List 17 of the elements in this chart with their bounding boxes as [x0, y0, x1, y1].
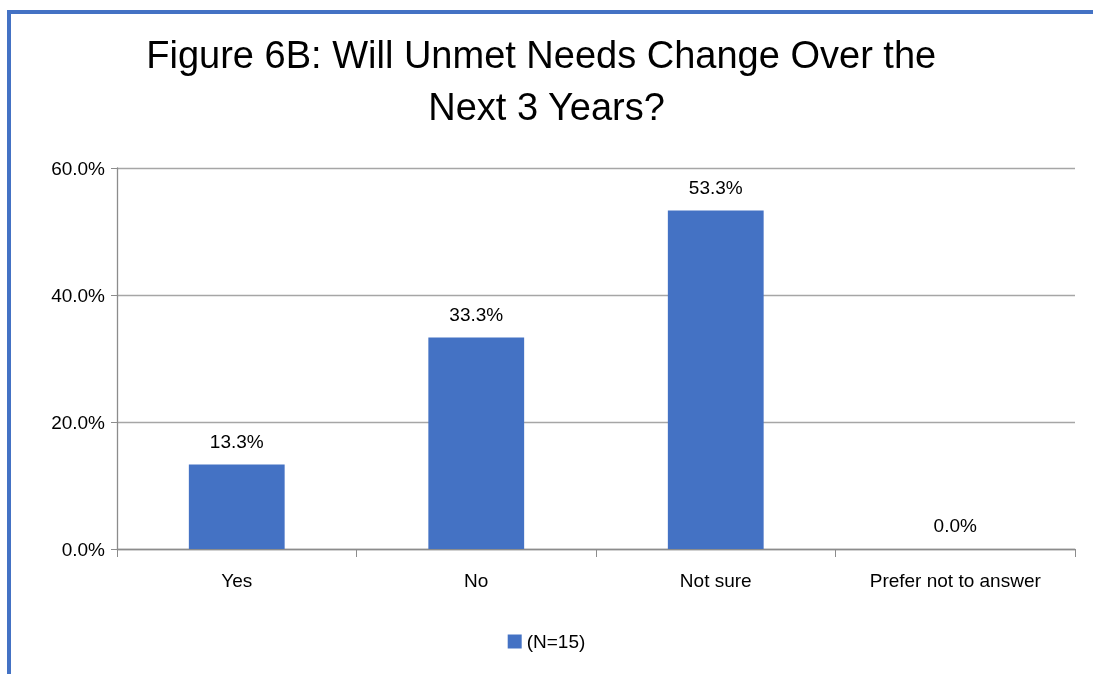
y-tick-label: 20.0%: [51, 411, 106, 433]
legend-label: (N=15): [526, 631, 586, 652]
data-label: 0.0%: [933, 515, 978, 536]
y-tick-label: 60.0%: [51, 157, 106, 179]
x-tick-label: Yes: [221, 570, 253, 591]
y-tick-label: 40.0%: [51, 284, 106, 306]
chart-title: Figure 6B: Will Unmet Needs Change Over the Next 3 Years?: [146, 34, 947, 128]
bar: [188, 464, 285, 549]
bar: [667, 210, 764, 549]
bar: [428, 337, 525, 549]
data-label: 33.3%: [449, 303, 504, 325]
y-tick-label: 0.0%: [61, 538, 106, 560]
x-tick-label: Not sure: [679, 570, 752, 591]
data-label: 13.3%: [209, 430, 264, 452]
x-tick-label: No: [464, 570, 489, 591]
data-label: 53.3%: [688, 176, 743, 198]
x-tick-label: Prefer not to answer: [869, 570, 1042, 591]
